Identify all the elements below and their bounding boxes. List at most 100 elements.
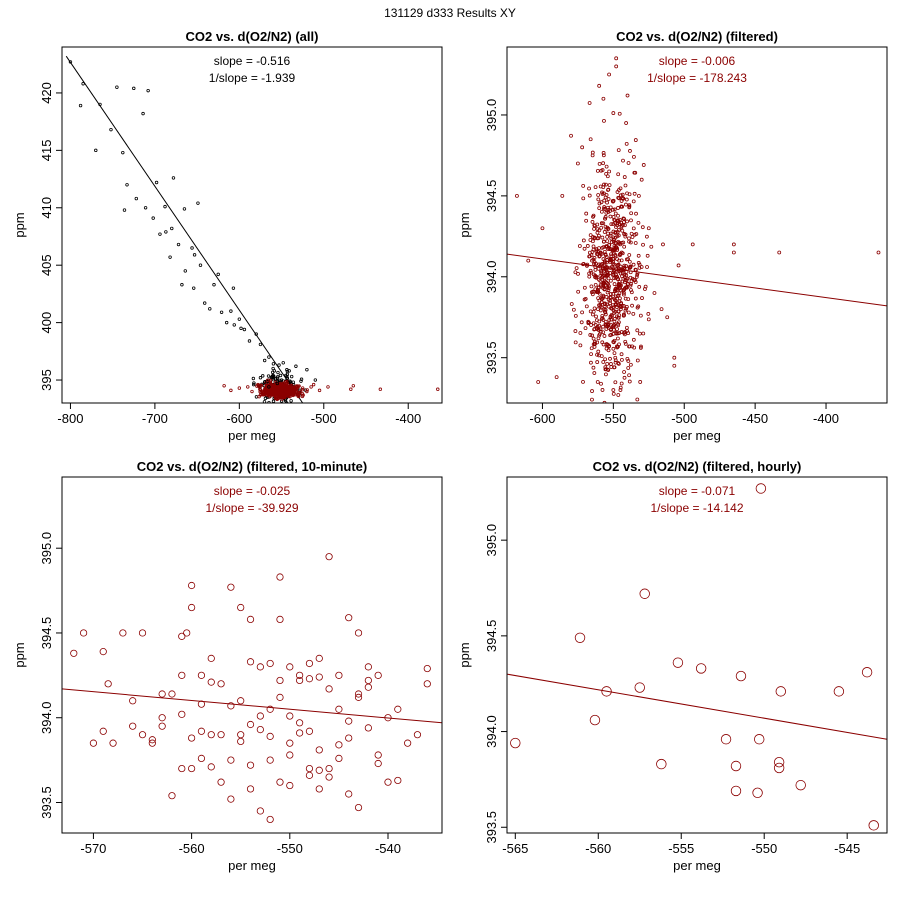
data-point	[554, 375, 559, 380]
data-point	[627, 205, 632, 210]
x-tick-label: -540	[375, 841, 401, 856]
data-point	[178, 764, 186, 773]
data-point	[158, 690, 166, 698]
data-point	[280, 407, 283, 410]
data-point	[580, 145, 585, 150]
data-point	[283, 408, 286, 411]
data-point	[646, 317, 651, 322]
data-point	[305, 367, 309, 372]
data-point	[345, 717, 353, 725]
data-point	[335, 705, 343, 713]
data-point	[625, 285, 629, 290]
data-point	[617, 320, 621, 325]
chart-title: CO2 vs. d(O2/N2) (all)	[186, 29, 319, 44]
data-point	[574, 632, 586, 643]
data-point	[188, 734, 196, 742]
data-point	[632, 154, 636, 159]
data-point	[626, 366, 631, 370]
y-tick-label: 394.0	[484, 261, 499, 294]
data-point	[188, 603, 196, 612]
data-point	[589, 284, 594, 289]
data-point	[606, 342, 610, 347]
data-point	[229, 309, 233, 313]
data-point	[293, 392, 298, 397]
data-point	[597, 254, 602, 259]
data-point	[593, 264, 598, 269]
data-point	[597, 201, 602, 206]
data-point	[593, 282, 598, 287]
data-point	[276, 375, 280, 379]
data-point	[574, 266, 579, 270]
data-point	[616, 309, 621, 314]
data-point	[590, 397, 594, 402]
data-point	[345, 790, 353, 798]
data-point	[601, 153, 606, 158]
data-point	[613, 298, 618, 303]
data-point	[258, 342, 263, 347]
y-axis-label: ppm	[457, 212, 472, 237]
data-point	[612, 319, 617, 324]
data-point	[224, 320, 229, 325]
data-point	[364, 663, 372, 671]
data-point	[599, 262, 603, 267]
data-point	[618, 253, 622, 258]
data-point	[262, 400, 267, 403]
data-point	[618, 193, 623, 198]
data-point	[604, 280, 608, 285]
data-point	[592, 371, 597, 375]
data-point	[609, 240, 614, 245]
inverse-slope-annotation: 1/slope = -14.142	[650, 501, 743, 515]
data-point	[423, 680, 431, 688]
data-point	[591, 445, 594, 448]
data-point	[604, 295, 609, 299]
data-point	[626, 310, 631, 315]
regression-line	[65, 55, 304, 403]
data-point	[618, 251, 623, 256]
data-point	[599, 209, 604, 214]
data-point	[599, 225, 604, 230]
data-point	[599, 354, 604, 359]
data-point	[584, 211, 589, 216]
data-point	[608, 214, 613, 219]
plot-area	[65, 55, 440, 411]
data-point	[587, 274, 592, 279]
data-point	[192, 253, 197, 257]
slope-annotation: slope = -0.025	[214, 484, 291, 498]
data-point	[624, 202, 628, 207]
data-point	[592, 306, 597, 311]
x-tick-label: -550	[277, 841, 303, 856]
data-point	[266, 815, 274, 824]
data-point	[590, 333, 595, 338]
data-point	[624, 141, 629, 146]
y-tick-label: 410	[39, 197, 54, 219]
y-tick-label: 395	[39, 369, 54, 391]
data-point	[560, 193, 565, 198]
data-point	[634, 682, 645, 693]
data-point	[413, 731, 422, 739]
data-point	[616, 344, 620, 349]
data-point	[631, 226, 636, 231]
data-point	[276, 693, 284, 701]
data-point	[578, 343, 583, 348]
data-point	[622, 244, 627, 249]
data-point	[227, 583, 235, 591]
data-point	[237, 737, 245, 746]
data-point	[625, 191, 629, 196]
data-point	[643, 284, 648, 289]
data-point	[309, 385, 313, 389]
data-point	[600, 275, 604, 279]
data-point	[526, 258, 531, 263]
plot-frame	[61, 476, 443, 834]
data-point	[296, 671, 304, 679]
inverse-slope-annotation: 1/slope = -39.929	[205, 501, 298, 515]
data-point	[300, 388, 305, 392]
y-tick-label: 395.0	[484, 524, 499, 557]
data-point	[639, 177, 644, 182]
data-point	[423, 664, 431, 673]
data-point	[609, 264, 614, 269]
data-point	[606, 187, 611, 192]
data-point	[616, 361, 621, 365]
data-point	[576, 289, 581, 294]
data-point	[252, 381, 256, 385]
data-point	[591, 365, 596, 370]
